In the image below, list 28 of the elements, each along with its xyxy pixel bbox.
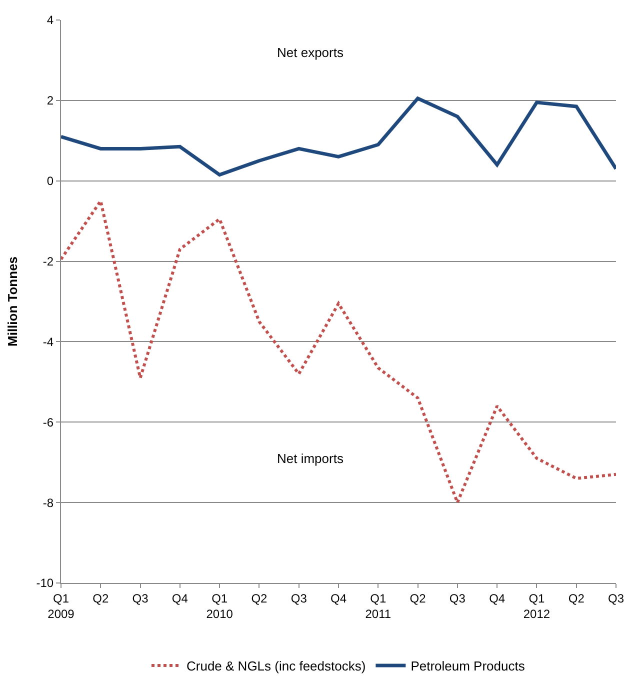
x-tick-label: Q1 2009 [48,591,75,621]
y-tick-label: -4 [42,334,54,349]
y-tick-label: 2 [46,94,54,108]
x-tick-label: Q4 [330,591,347,606]
y-tick-label: 0 [46,174,54,188]
x-tick-label: Q3 [132,591,149,606]
legend-label: Petroleum Products [410,658,526,674]
x-tick-label: Q4 [489,591,506,606]
x-tick-label: Q3 [290,591,308,606]
x-tick-label: Q1 2012 [523,591,550,621]
x-tick-label: Q2 [410,591,426,606]
x-tick-label: Q2 [568,591,585,606]
x-tick-label: Q4 [172,591,188,606]
y-tick-label: -6 [42,415,54,430]
y-tick-label: -2 [42,254,54,268]
y-tick-label: 4 [46,13,54,28]
legend-label: Crude & NGLs (inc feedstocks) [186,658,366,674]
x-tick-label: Q1 2011 [365,591,392,621]
x-tick-label: Q3 [608,591,624,606]
annotation: Net imports [277,451,344,466]
y-axis-title: Million Tonnes [5,256,20,347]
annotation: Net exports [277,45,344,60]
y-tick-label: -8 [42,496,54,510]
x-tick-label: Q2 [92,591,109,606]
y-tick-label: -10 [36,576,54,590]
x-tick-label: Q3 [449,591,466,606]
x-tick-label: Q1 2010 [206,591,234,621]
x-tick-label: Q2 [251,591,268,606]
